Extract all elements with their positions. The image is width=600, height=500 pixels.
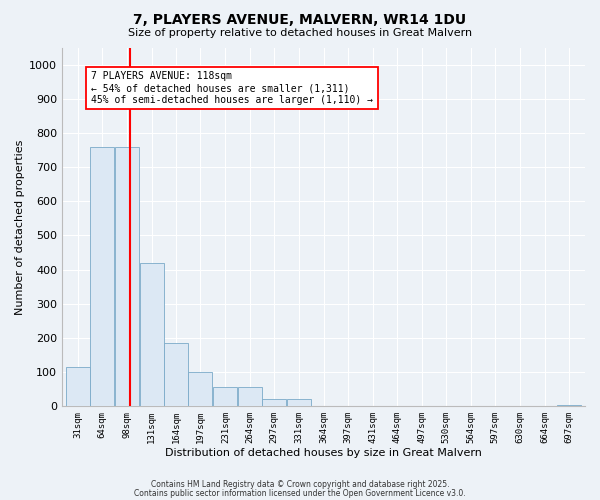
Text: 7, PLAYERS AVENUE, MALVERN, WR14 1DU: 7, PLAYERS AVENUE, MALVERN, WR14 1DU [133,12,467,26]
Text: Contains HM Land Registry data © Crown copyright and database right 2025.: Contains HM Land Registry data © Crown c… [151,480,449,489]
Text: Size of property relative to detached houses in Great Malvern: Size of property relative to detached ho… [128,28,472,38]
Bar [66,367,90,406]
Y-axis label: Number of detached properties: Number of detached properties [15,139,25,314]
Bar [140,262,164,406]
Bar [90,146,114,406]
Bar [287,400,311,406]
Text: 7 PLAYERS AVENUE: 118sqm
← 54% of detached houses are smaller (1,311)
45% of sem: 7 PLAYERS AVENUE: 118sqm ← 54% of detach… [91,72,373,104]
Bar [214,388,238,406]
Bar [557,404,581,406]
Bar [115,146,139,406]
Bar [262,400,286,406]
Text: Contains public sector information licensed under the Open Government Licence v3: Contains public sector information licen… [134,488,466,498]
Bar [238,388,262,406]
X-axis label: Distribution of detached houses by size in Great Malvern: Distribution of detached houses by size … [165,448,482,458]
Bar [164,343,188,406]
Bar [188,372,212,406]
